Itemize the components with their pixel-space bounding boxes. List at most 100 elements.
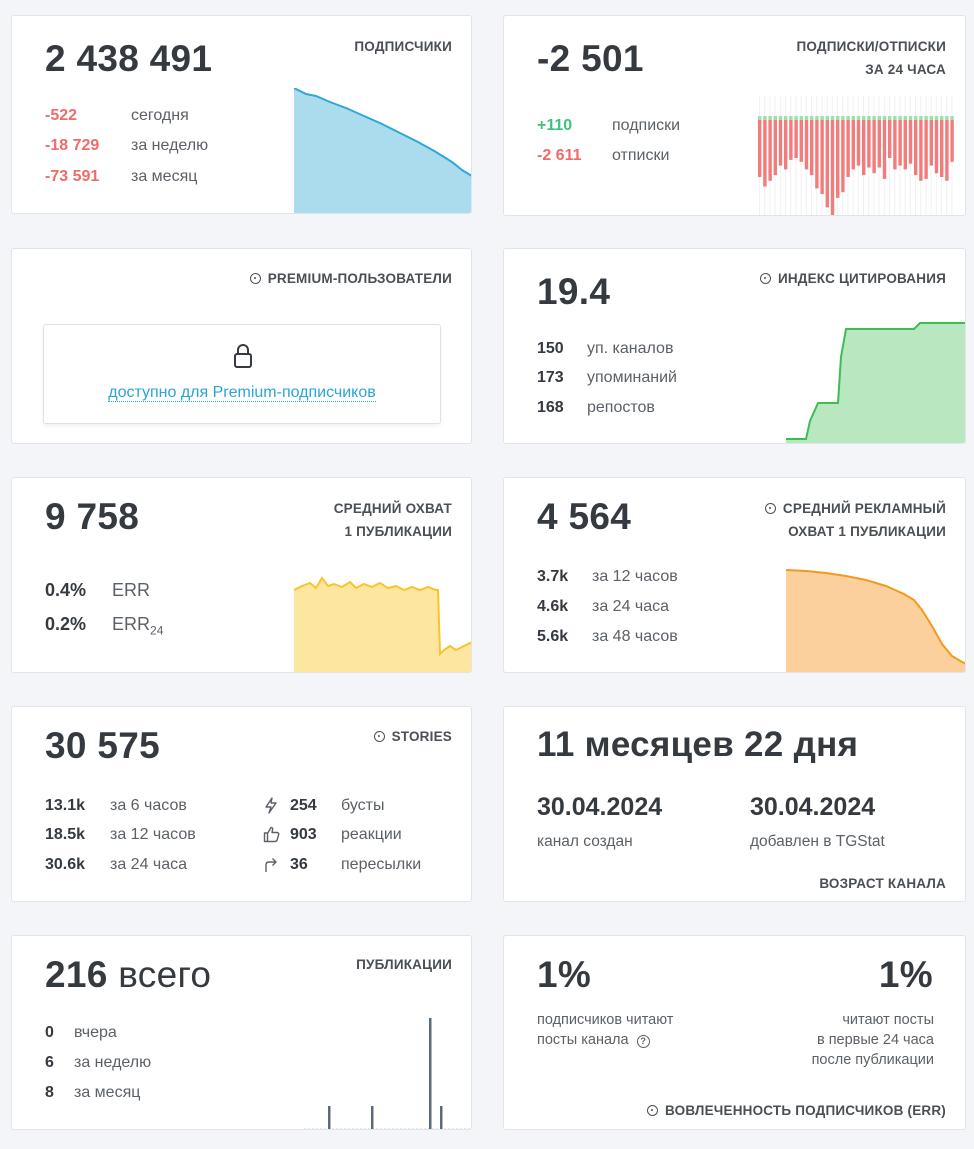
unsubs-bar: [893, 120, 897, 170]
subs-bar: [851, 116, 855, 120]
publications-bar-chart: [304, 1018, 470, 1129]
engagement-left-value: 1%: [537, 954, 592, 995]
subs-bar: [919, 116, 923, 120]
unsubs-bar: [872, 120, 876, 174]
subs-bar: [945, 116, 949, 120]
premium-card[interactable]: PREMIUM-ПОЛЬЗОВАТЕЛИ доступно для Premiu…: [11, 248, 472, 444]
unsubs-bar: [810, 120, 814, 176]
ad-reach-total: 4 564: [537, 496, 632, 537]
unsubs-bar: [841, 120, 845, 193]
engagement-card[interactable]: 1% подписчиков читают посты канала ? 1% …: [503, 935, 966, 1130]
subs-bar: [799, 116, 803, 120]
stories-total: 30 575: [45, 725, 160, 766]
subs-bar: [888, 116, 892, 120]
subscribers-card[interactable]: 2 438 491 ПОДПИСЧИКИ -522 сегодня -18 72…: [11, 15, 472, 214]
subs-bar: [784, 116, 788, 120]
unsubs-bar: [950, 120, 954, 162]
unsubs-bar: [825, 120, 829, 208]
subs-bar: [908, 116, 913, 120]
reach-title: СРЕДНИЙ ОХВАТ 1 ПУБЛИКАЦИИ: [333, 501, 452, 539]
subs-bar: [763, 116, 767, 120]
unsubs-bar: [768, 120, 772, 181]
subs-bar: [934, 116, 939, 120]
ad-reach-title: СРЕДНИЙ РЕКЛАМНЫЙ ОХВАТ 1 ПУБЛИКАЦИИ: [764, 497, 946, 543]
forward-arrow-icon: [265, 858, 277, 872]
unsubs-bar: [862, 120, 866, 176]
channel-age-title: ВОЗРАСТ КАНАЛА: [819, 876, 946, 891]
subs-bar: [846, 116, 850, 120]
unsubs-bar: [924, 120, 928, 179]
unsubs-bar: [856, 120, 861, 166]
premium-link[interactable]: доступно для Premium-подписчиков: [108, 384, 376, 402]
help-icon[interactable]: ?: [636, 1035, 650, 1048]
created-label: канал создан: [537, 833, 633, 850]
subs-unsubs-total: -2 501: [537, 38, 644, 79]
stories-title: STORIES: [373, 725, 452, 748]
engagement-left-label: подписчиков читают посты канала ?: [537, 1012, 674, 1048]
premium-title: PREMIUM-ПОЛЬЗОВАТЕЛИ: [249, 267, 452, 290]
subs-bar: [789, 116, 793, 120]
subs-bar: [768, 116, 772, 120]
unsubs-bar: [820, 120, 824, 195]
subs-bar: [794, 116, 798, 120]
info-icon: [249, 273, 261, 284]
subs-bar: [898, 116, 902, 120]
subs-bar: [836, 116, 840, 120]
unsubs-bar: [908, 120, 913, 164]
unsubs-bar: [784, 120, 788, 170]
stories-card[interactable]: 30 575 STORIES 13.1k за 6 часов 18.5k за…: [11, 706, 472, 902]
premium-lock-box[interactable]: доступно для Premium-подписчиков: [43, 324, 441, 424]
unsubs-bar: [851, 120, 855, 170]
unsubs-bar: [929, 120, 933, 166]
subs-bar: [758, 116, 762, 120]
subs-bar: [940, 116, 944, 120]
citation-total: 19.4: [537, 271, 611, 312]
subs-bar: [804, 116, 809, 120]
engagement-right-label: читают посты в первые 24 часа после публ…: [811, 1012, 934, 1068]
subs-bar: [825, 116, 829, 120]
info-icon: [647, 1105, 658, 1116]
subs-bar: [778, 116, 783, 120]
subs-bar: [924, 116, 928, 120]
citation-title: ИНДЕКС ЦИТИРОВАНИЯ: [759, 267, 946, 290]
channel-age-total: 11 месяцев 22 дня: [537, 725, 859, 764]
publications-card[interactable]: 216 всего ПУБЛИКАЦИИ 0 вчера 6 за неделю…: [11, 935, 472, 1130]
subs-unsubs-title: ПОДПИСКИ/ОТПИСКИ ЗА 24 ЧАСА: [796, 39, 946, 77]
subscribers-sparkline: [294, 88, 471, 213]
engagement-right-value: 1%: [878, 954, 933, 995]
subs-bar: [877, 116, 881, 120]
citation-card[interactable]: 19.4 ИНДЕКС ЦИТИРОВАНИЯ 150 уп. каналов …: [503, 248, 966, 444]
info-icon: [764, 503, 776, 514]
subs-bar: [914, 116, 918, 120]
unsubs-bar: [877, 120, 881, 168]
subs-bar: [872, 116, 876, 120]
subs-bar: [815, 116, 819, 120]
reach-total: 9 758: [45, 496, 140, 537]
channel-age-card[interactable]: 11 месяцев 22 дня 30.04.2024 канал созда…: [503, 706, 966, 902]
unsubs-bar: [919, 120, 923, 181]
unsubs-bar: [799, 120, 803, 162]
engagement-title: ВОВЛЕЧЕННОСТЬ ПОДПИСЧИКОВ (ERR): [647, 1099, 946, 1122]
unsubs-bar: [888, 120, 892, 158]
reach-sparkline: [294, 576, 471, 672]
added-label: добавлен в TGStat: [750, 833, 885, 850]
subs-bar: [903, 116, 907, 120]
created-date: 30.04.2024: [537, 793, 663, 821]
subs-bar: [882, 116, 887, 120]
reach-card[interactable]: 9 758 СРЕДНИЙ ОХВАТ 1 ПУБЛИКАЦИИ 0.4% ER…: [11, 477, 472, 673]
unsubs-bar: [830, 120, 835, 215]
unsubs-bar: [914, 120, 918, 176]
publications-total: 216 всего: [45, 954, 212, 995]
subs-bar: [810, 116, 814, 120]
ad-reach-sparkline: [786, 569, 965, 672]
subs-bar: [862, 116, 866, 120]
unsubs-bar: [867, 120, 871, 168]
subs-bar: [950, 116, 954, 120]
unsubs-bar: [773, 120, 777, 176]
ad-reach-card[interactable]: 4 564 СРЕДНИЙ РЕКЛАМНЫЙ ОХВАТ 1 ПУБЛИКАЦ…: [503, 477, 966, 673]
subs-bar: [820, 116, 824, 120]
unsubs-bar: [940, 120, 944, 177]
subs-bar: [830, 116, 835, 120]
subs-unsubs-card[interactable]: -2 501 ПОДПИСКИ/ОТПИСКИ ЗА 24 ЧАСА +110 …: [503, 15, 966, 216]
thumbs-up-icon: [263, 826, 280, 843]
